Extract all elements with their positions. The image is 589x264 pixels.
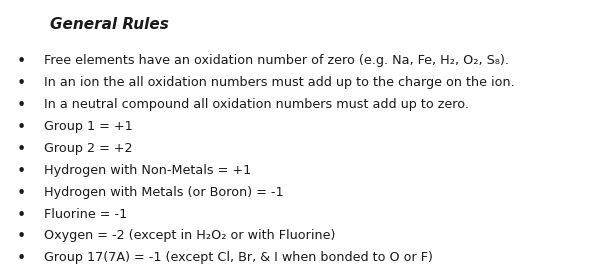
Text: In an ion the all oxidation numbers must add up to the charge on the ion.: In an ion the all oxidation numbers must…: [44, 76, 515, 89]
Text: Oxygen = -2 (except in H₂O₂ or with Fluorine): Oxygen = -2 (except in H₂O₂ or with Fluo…: [44, 229, 336, 242]
Text: Hydrogen with Metals (or Boron) = -1: Hydrogen with Metals (or Boron) = -1: [44, 186, 284, 199]
Text: General Rules: General Rules: [50, 17, 169, 32]
Text: •: •: [16, 208, 26, 223]
Text: •: •: [16, 229, 26, 244]
Text: Fluorine = -1: Fluorine = -1: [44, 208, 127, 220]
Text: Group 17(7A) = -1 (except Cl, Br, & I when bonded to O or F): Group 17(7A) = -1 (except Cl, Br, & I wh…: [44, 251, 433, 264]
Text: •: •: [16, 186, 26, 201]
Text: •: •: [16, 251, 26, 264]
Text: •: •: [16, 120, 26, 135]
Text: Group 1 = +1: Group 1 = +1: [44, 120, 133, 133]
Text: •: •: [16, 142, 26, 157]
Text: In a neutral compound all oxidation numbers must add up to zero.: In a neutral compound all oxidation numb…: [44, 98, 469, 111]
Text: •: •: [16, 76, 26, 91]
Text: Hydrogen with Non-Metals = +1: Hydrogen with Non-Metals = +1: [44, 164, 252, 177]
Text: Group 2 = +2: Group 2 = +2: [44, 142, 133, 155]
Text: •: •: [16, 164, 26, 179]
Text: •: •: [16, 98, 26, 113]
Text: Free elements have an oxidation number of zero (e.g. Na, Fe, H₂, O₂, S₈).: Free elements have an oxidation number o…: [44, 54, 509, 67]
Text: •: •: [16, 54, 26, 69]
